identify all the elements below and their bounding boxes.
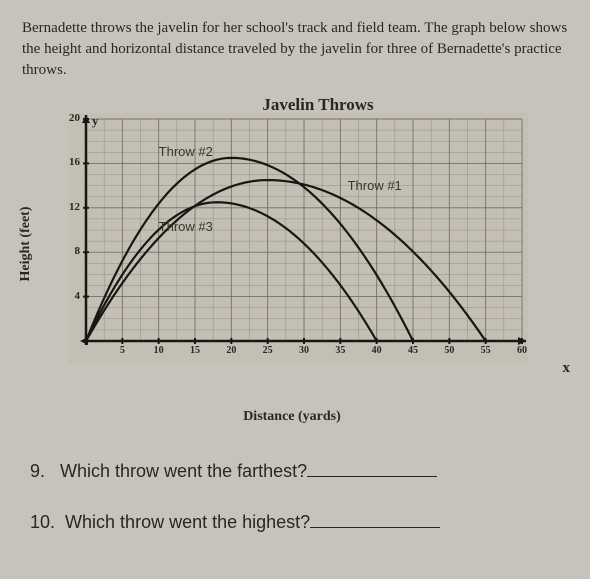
curve-label-2: Throw #2 xyxy=(159,144,213,159)
question-9: 9. Which throw went the farthest? xyxy=(30,461,568,482)
question-10: 10. Which throw went the highest? xyxy=(30,512,568,533)
q9-blank[interactable] xyxy=(307,476,437,477)
xtick-30: 30 xyxy=(294,345,314,356)
ytick-4: 4 xyxy=(60,290,80,302)
chart-container: Javelin Throws Height (feet) Distance (y… xyxy=(32,99,552,389)
curve-label-3: Throw #3 xyxy=(159,219,213,234)
y-axis-label: Height (feet) xyxy=(18,206,34,281)
xtick-40: 40 xyxy=(367,345,387,356)
q10-num: 10. xyxy=(30,512,55,532)
ytick-12: 12 xyxy=(60,201,80,213)
xtick-50: 50 xyxy=(439,345,459,356)
q9-num: 9. xyxy=(30,461,45,481)
q9-text: Which throw went the farthest? xyxy=(60,461,307,481)
xtick-25: 25 xyxy=(258,345,278,356)
xtick-5: 5 xyxy=(112,345,132,356)
chart-svg xyxy=(68,113,528,363)
x-variable: x xyxy=(563,360,571,377)
xtick-10: 10 xyxy=(149,345,169,356)
x-axis-label: Distance (yards) xyxy=(243,409,341,425)
xtick-45: 45 xyxy=(403,345,423,356)
chart-title: Javelin Throws xyxy=(262,95,373,115)
xtick-15: 15 xyxy=(185,345,205,356)
xtick-55: 55 xyxy=(476,345,496,356)
ytick-20: 20 xyxy=(60,112,80,124)
questions-block: 9. Which throw went the farthest? 10. Wh… xyxy=(22,461,568,533)
q10-blank[interactable] xyxy=(310,527,440,528)
xtick-20: 20 xyxy=(221,345,241,356)
xtick-35: 35 xyxy=(330,345,350,356)
ytick-8: 8 xyxy=(60,245,80,257)
ytick-16: 16 xyxy=(60,156,80,168)
intro-text: Bernadette throws the javelin for her sc… xyxy=(22,18,568,81)
xtick-60: 60 xyxy=(512,345,532,356)
q10-text: Which throw went the highest? xyxy=(65,512,310,532)
y-variable: y xyxy=(92,113,99,129)
curve-label-1: Throw #1 xyxy=(348,178,402,193)
